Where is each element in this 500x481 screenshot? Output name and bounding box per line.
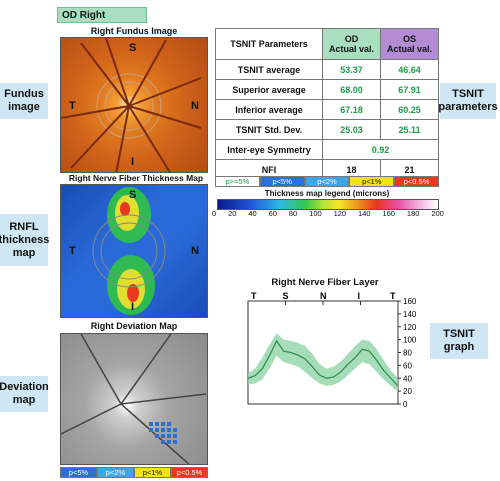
deviation-legend-p05: p<0.5% [171, 467, 208, 478]
tsnit-graph-side-label: TSNIT graph [430, 323, 488, 359]
os-label: OS [402, 34, 416, 44]
row-label: TSNIT Std. Dev. [215, 119, 323, 140]
y-tick-label: 120 [403, 323, 417, 332]
os-sub-label: Actual val. [386, 44, 433, 54]
tsnit-chart: T S N I T 0 20 40 60 80 100 120 140 160 [247, 291, 417, 409]
tsnit-header-os: OS Actual val. [380, 28, 439, 60]
symmetry-row: Inter-eye Symmetry 0.92 [215, 139, 439, 160]
od-sub-label: Actual val. [328, 44, 375, 54]
row-os-value: 60.25 [380, 99, 439, 120]
colorbar-tick: 160 [382, 209, 395, 218]
y-tick-label: 140 [403, 310, 417, 319]
rnfl-line [247, 339, 399, 387]
fundus-side-label: Fundus image [0, 83, 48, 119]
y-tick-label: 60 [403, 361, 412, 370]
nfi-row: NFI 18 21 [215, 159, 439, 180]
row-od-value: 68.00 [322, 79, 381, 100]
eye-tab[interactable]: OD Right [57, 7, 147, 23]
thickness-dir-n: N [191, 245, 199, 257]
symmetry-label: Inter-eye Symmetry [215, 139, 323, 160]
prob-legend-p5: p<5% [259, 176, 305, 187]
thickness-dir-i: I [131, 301, 135, 313]
x-tick-label: T [251, 291, 257, 301]
table-row: TSNIT average 53.37 46.64 [215, 59, 439, 80]
tsnit-params-side-label: TSNIT parameters [438, 83, 498, 119]
thickness-dir-s: S [129, 189, 137, 201]
fundus-dir-t: T [69, 100, 76, 112]
thickness-dir-t: T [69, 245, 76, 257]
tsnit-header-row: TSNIT Parameters OD Actual val. OS Actua… [215, 28, 439, 60]
fundus-title: Right Fundus Image [90, 26, 178, 36]
colorbar-tick: 20 [228, 209, 237, 218]
y-tick-label: 160 [403, 297, 417, 306]
fundus-vessels [61, 38, 202, 172]
fundus-dir-i: I [131, 156, 135, 168]
x-tick-label: T [390, 291, 396, 301]
colorbar-tick: 0 [212, 209, 217, 218]
colorbar-ticks: 0 20 40 60 80 100 120 140 160 180 200 [212, 209, 444, 218]
od-label: OD [344, 34, 359, 44]
tsnit-header-param: TSNIT Parameters [215, 28, 323, 60]
y-tick-label: 100 [403, 336, 417, 345]
thickness-colorbar [217, 199, 439, 210]
deviation-legend-p1: p<1% [134, 467, 171, 478]
prob-legend: p>=5% p<5% p<2% p<1% p<0.5% [215, 176, 439, 187]
table-row: Superior average 68.00 67.91 [215, 79, 439, 100]
row-label: Superior average [215, 79, 323, 100]
thickness-map: S N I T [60, 184, 208, 318]
colorbar-tick: 120 [333, 209, 347, 218]
colorbar-tick: 60 [268, 209, 277, 218]
y-tick-label: 40 [403, 374, 412, 383]
rnfl-chart-title: Right Nerve Fiber Layer [271, 277, 379, 288]
deviation-legend: p<5% p<2% p<1% p<0.5% [60, 467, 208, 478]
colorbar-tick: 40 [248, 209, 257, 218]
row-od-value: 25.03 [322, 119, 381, 140]
deviation-legend-p2: p<2% [97, 467, 134, 478]
fundus-dir-n: N [191, 100, 199, 112]
prob-legend-p05: p<0.5% [394, 176, 439, 187]
table-row: Inferior average 67.18 60.25 [215, 99, 439, 120]
tsnit-table: TSNIT Parameters OD Actual val. OS Actua… [215, 28, 439, 180]
y-tick-label: 80 [403, 349, 412, 358]
row-od-value: 67.18 [322, 99, 381, 120]
row-label: Inferior average [215, 99, 323, 120]
rnfl-side-label: RNFL thickness map [0, 214, 49, 266]
fundus-dir-s: S [129, 42, 137, 54]
prob-legend-p2: p<2% [304, 176, 350, 187]
colorbar-tick: 80 [288, 209, 298, 218]
y-tick-label: 0 [403, 400, 408, 409]
colorbar-tick: 180 [406, 209, 420, 218]
colorbar-tick: 100 [309, 209, 322, 218]
prob-legend-p1: p<1% [349, 176, 395, 187]
row-od-value: 53.37 [322, 59, 381, 80]
x-tick-label: S [283, 291, 289, 301]
deviation-overlay [61, 334, 207, 464]
fundus-image: S N I T [60, 37, 208, 173]
row-os-value: 46.64 [380, 59, 439, 80]
x-tick-label: N [320, 291, 327, 301]
deviation-legend-p5: p<5% [60, 467, 97, 478]
colorbar-title: Thickness map legend (microns) [264, 189, 390, 198]
prob-legend-ge5: p>=5% [215, 176, 260, 187]
deviation-side-label: Deviation map [0, 376, 49, 412]
x-tick-label: I [358, 291, 361, 301]
row-label: TSNIT average [215, 59, 323, 80]
symmetry-value: 0.92 [322, 139, 439, 160]
thickness-title: Right Nerve Fiber Thickness Map [68, 173, 204, 183]
row-os-value: 25.11 [380, 119, 439, 140]
thickness-overlay [92, 187, 166, 315]
y-tick-label: 20 [403, 387, 412, 396]
row-os-value: 67.91 [380, 79, 439, 100]
colorbar-tick: 140 [358, 209, 371, 218]
colorbar-tick: 200 [431, 209, 444, 218]
deviation-map [60, 333, 208, 465]
deviation-title: Right Deviation Map [90, 321, 178, 331]
tsnit-header-od: OD Actual val. [322, 28, 381, 60]
table-row: TSNIT Std. Dev. 25.03 25.11 [215, 119, 439, 140]
normal-range-band [248, 333, 398, 393]
